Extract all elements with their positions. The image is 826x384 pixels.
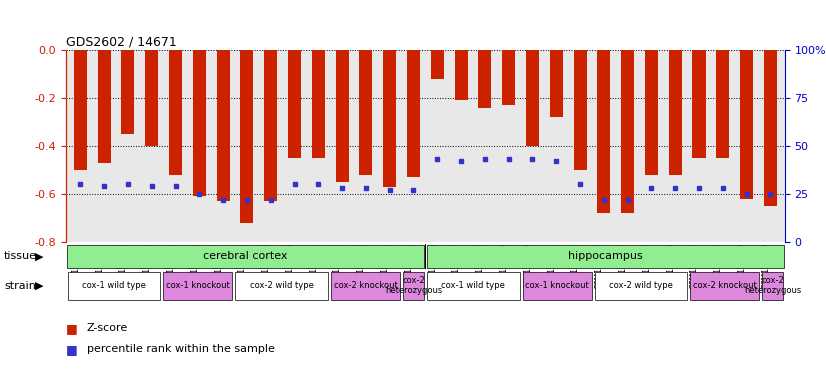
Bar: [669, 50, 681, 175]
Bar: [97, 50, 111, 163]
Bar: [169, 50, 182, 175]
Bar: [192, 50, 206, 196]
Text: ▶: ▶: [35, 281, 43, 291]
Bar: [311, 50, 325, 158]
Text: GDS2602 / 14671: GDS2602 / 14671: [66, 36, 177, 49]
Bar: [288, 50, 301, 158]
Bar: [478, 50, 491, 108]
Text: percentile rank within the sample: percentile rank within the sample: [87, 344, 274, 354]
Bar: [121, 50, 135, 134]
Bar: [427, 271, 520, 300]
Bar: [403, 271, 424, 300]
Text: cox-1 wild type: cox-1 wild type: [82, 281, 146, 290]
Bar: [454, 50, 468, 100]
Bar: [645, 50, 658, 175]
Bar: [526, 50, 539, 146]
Bar: [573, 50, 586, 170]
Bar: [331, 271, 400, 300]
Text: cox-1 wild type: cox-1 wild type: [441, 281, 506, 290]
Text: cerebral cortex: cerebral cortex: [203, 251, 288, 262]
Text: cox-1 knockout: cox-1 knockout: [525, 281, 589, 290]
Bar: [240, 50, 254, 223]
Text: strain: strain: [4, 281, 36, 291]
Bar: [164, 271, 232, 300]
Text: cox-2 wild type: cox-2 wild type: [609, 281, 673, 290]
Bar: [716, 50, 729, 158]
Bar: [383, 50, 396, 187]
Text: ■: ■: [66, 343, 78, 356]
Bar: [740, 50, 753, 199]
Bar: [264, 50, 278, 201]
Text: ▶: ▶: [35, 251, 43, 262]
Bar: [68, 271, 160, 300]
Bar: [74, 50, 87, 170]
Bar: [597, 50, 610, 213]
Text: ■: ■: [66, 322, 78, 335]
Text: cox-2 knockout: cox-2 knockout: [693, 281, 757, 290]
Text: hippocampus: hippocampus: [567, 251, 643, 262]
Text: cox-2
heterozygous: cox-2 heterozygous: [744, 276, 801, 295]
Bar: [335, 50, 349, 182]
Bar: [67, 245, 425, 268]
Bar: [764, 50, 777, 206]
Bar: [145, 50, 159, 146]
Bar: [502, 50, 515, 105]
Bar: [216, 50, 230, 201]
Bar: [691, 271, 759, 300]
Bar: [407, 50, 420, 177]
Bar: [430, 50, 444, 79]
Text: cox-1 knockout: cox-1 knockout: [166, 281, 230, 290]
Text: cox-2 knockout: cox-2 knockout: [334, 281, 397, 290]
Text: cox-2 wild type: cox-2 wild type: [249, 281, 314, 290]
Bar: [523, 271, 591, 300]
Bar: [762, 271, 783, 300]
Bar: [692, 50, 705, 158]
Bar: [595, 271, 687, 300]
Text: cox-2
heterozygous: cox-2 heterozygous: [385, 276, 442, 295]
Text: Z-score: Z-score: [87, 323, 128, 333]
Bar: [235, 271, 328, 300]
Bar: [621, 50, 634, 213]
Bar: [426, 245, 784, 268]
Text: tissue: tissue: [4, 251, 37, 262]
Bar: [550, 50, 563, 117]
Bar: [359, 50, 373, 175]
